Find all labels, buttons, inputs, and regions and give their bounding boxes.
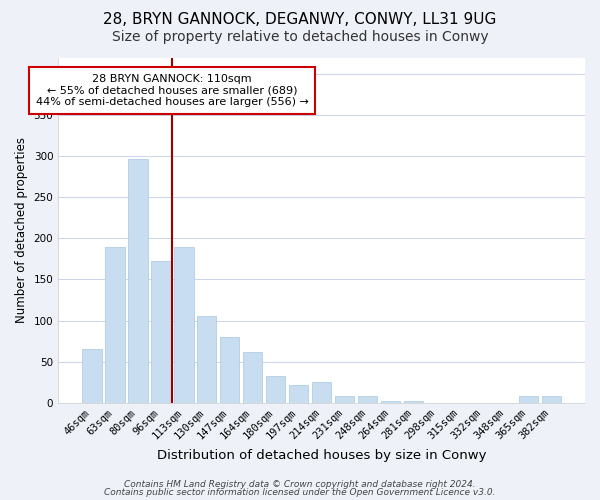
Bar [174,246,194,402]
Bar [381,401,400,402]
Bar [404,401,423,402]
Text: Contains public sector information licensed under the Open Government Licence v3: Contains public sector information licen… [104,488,496,497]
Bar [335,396,355,402]
Y-axis label: Number of detached properties: Number of detached properties [15,137,28,323]
Bar [105,246,125,402]
Bar [289,386,308,402]
Bar [518,396,538,402]
Bar [312,382,331,402]
Bar [243,352,262,403]
Bar [197,316,217,402]
Bar [151,262,170,402]
Bar [266,376,286,402]
Bar [358,396,377,402]
Text: 28, BRYN GANNOCK, DEGANWY, CONWY, LL31 9UG: 28, BRYN GANNOCK, DEGANWY, CONWY, LL31 9… [103,12,497,28]
Bar [542,396,561,402]
Bar [82,350,101,403]
Text: Size of property relative to detached houses in Conwy: Size of property relative to detached ho… [112,30,488,44]
Bar [128,160,148,402]
Text: Contains HM Land Registry data © Crown copyright and database right 2024.: Contains HM Land Registry data © Crown c… [124,480,476,489]
Bar [220,337,239,402]
Text: 28 BRYN GANNOCK: 110sqm
← 55% of detached houses are smaller (689)
44% of semi-d: 28 BRYN GANNOCK: 110sqm ← 55% of detache… [36,74,309,107]
X-axis label: Distribution of detached houses by size in Conwy: Distribution of detached houses by size … [157,450,487,462]
